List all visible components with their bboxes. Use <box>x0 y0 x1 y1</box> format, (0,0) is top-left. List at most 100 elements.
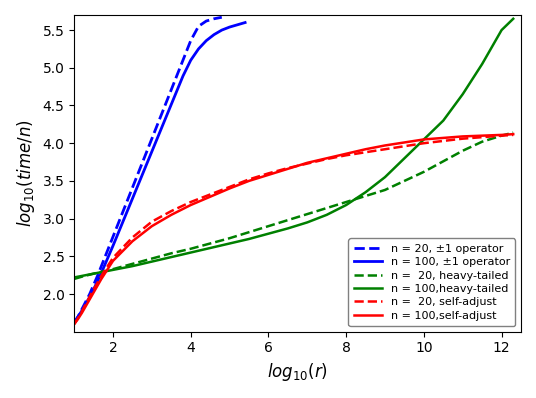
n = 100,heavy-tailed <box>79 273 85 278</box>
n = 20, ±1 operator <box>172 78 178 82</box>
n = 100,self-adjust <box>110 258 116 263</box>
n = 100,heavy-tailed <box>362 190 369 195</box>
n = 100, ±1 operator <box>148 149 155 154</box>
n = 100,self-adjust <box>226 186 233 191</box>
n = 100,heavy-tailed <box>91 271 97 276</box>
n =  20, self-adjust <box>265 171 272 176</box>
n = 20, ±1 operator <box>133 176 139 180</box>
n = 100,heavy-tailed <box>440 118 446 123</box>
n = 100,heavy-tailed <box>421 137 427 142</box>
n = 20, ±1 operator <box>94 273 101 278</box>
n = 100,heavy-tailed <box>324 213 330 217</box>
n = 20, ±1 operator <box>164 97 170 102</box>
n = 20, ±1 operator <box>211 16 217 21</box>
n = 20, ±1 operator <box>141 156 147 161</box>
n = 100, ±1 operator <box>164 111 170 116</box>
n = 100, ±1 operator <box>75 314 81 319</box>
Line: n = 100,heavy-tailed: n = 100,heavy-tailed <box>74 19 513 277</box>
n = 100, ±1 operator <box>180 74 186 78</box>
n = 100,self-adjust <box>304 160 310 165</box>
n = 100,heavy-tailed <box>226 241 233 246</box>
Line: n =  20, heavy-tailed: n = 20, heavy-tailed <box>74 133 513 279</box>
n = 20, ±1 operator <box>125 195 132 200</box>
n =  20, self-adjust <box>324 157 330 162</box>
n =  20, heavy-tailed <box>168 251 175 256</box>
n = 20, ±1 operator <box>180 58 186 62</box>
n = 100,self-adjust <box>510 132 517 137</box>
n = 100,self-adjust <box>498 133 505 137</box>
n =  20, heavy-tailed <box>382 187 388 192</box>
n = 100, ±1 operator <box>125 206 132 211</box>
n = 100, ±1 operator <box>94 279 101 284</box>
n =  20, heavy-tailed <box>459 148 466 153</box>
n = 100, ±1 operator <box>71 320 77 325</box>
n =  20, self-adjust <box>459 136 466 141</box>
n = 20, ±1 operator <box>86 292 93 297</box>
n =  20, heavy-tailed <box>440 159 446 164</box>
n = 100,self-adjust <box>148 224 155 228</box>
n = 100, ±1 operator <box>226 25 233 29</box>
n =  20, self-adjust <box>362 150 369 155</box>
n = 100, ±1 operator <box>242 20 248 25</box>
n = 100, ±1 operator <box>86 295 93 299</box>
n = 100,heavy-tailed <box>168 255 175 259</box>
n = 100, ±1 operator <box>195 47 202 51</box>
n =  20, self-adjust <box>110 256 116 260</box>
n = 100,heavy-tailed <box>129 264 136 269</box>
n =  20, self-adjust <box>343 153 349 158</box>
n = 100,heavy-tailed <box>401 156 408 161</box>
n =  20, self-adjust <box>148 219 155 224</box>
n = 100,self-adjust <box>246 179 252 183</box>
n =  20, heavy-tailed <box>246 230 252 234</box>
n = 100, ±1 operator <box>234 22 241 27</box>
n =  20, heavy-tailed <box>129 261 136 266</box>
n =  20, self-adjust <box>207 192 213 197</box>
n =  20, heavy-tailed <box>71 277 77 281</box>
n = 100,heavy-tailed <box>479 62 486 66</box>
n = 100,self-adjust <box>421 137 427 142</box>
Line: n = 20, ±1 operator: n = 20, ±1 operator <box>74 17 222 323</box>
n =  20, self-adjust <box>91 287 97 292</box>
n =  20, heavy-tailed <box>401 179 408 183</box>
n = 100,heavy-tailed <box>71 275 77 280</box>
n = 100,self-adjust <box>285 166 291 171</box>
n = 20, ±1 operator <box>148 136 155 141</box>
n = 20, ±1 operator <box>188 38 194 43</box>
n = 20, ±1 operator <box>203 19 210 23</box>
n = 20, ±1 operator <box>91 283 97 287</box>
n = 20, ±1 operator <box>195 24 202 29</box>
n = 100,heavy-tailed <box>265 231 272 236</box>
n = 20, ±1 operator <box>157 117 163 121</box>
n = 100,self-adjust <box>265 172 272 177</box>
n = 100, ±1 operator <box>110 243 116 248</box>
Y-axis label: $log_{10}(time/n)$: $log_{10}(time/n)$ <box>15 119 37 227</box>
n = 100, ±1 operator <box>203 38 210 43</box>
n = 100,heavy-tailed <box>207 246 213 250</box>
n =  20, self-adjust <box>285 166 291 170</box>
n = 100,self-adjust <box>75 316 81 321</box>
n =  20, self-adjust <box>98 273 105 278</box>
n = 20, ±1 operator <box>219 15 225 20</box>
n = 100, ±1 operator <box>211 32 217 37</box>
n =  20, self-adjust <box>401 144 408 148</box>
n = 100,heavy-tailed <box>343 203 349 207</box>
n = 20, ±1 operator <box>71 320 77 325</box>
n = 100, ±1 operator <box>98 271 105 275</box>
n = 100,heavy-tailed <box>285 226 291 231</box>
n =  20, heavy-tailed <box>110 267 116 271</box>
n = 100, ±1 operator <box>102 261 108 266</box>
n =  20, heavy-tailed <box>265 224 272 228</box>
n = 20, ±1 operator <box>110 234 116 239</box>
n = 100,self-adjust <box>382 143 388 148</box>
n =  20, heavy-tailed <box>498 133 505 138</box>
n = 20, ±1 operator <box>79 307 85 312</box>
n =  20, heavy-tailed <box>324 206 330 211</box>
n = 20, ±1 operator <box>98 264 105 269</box>
n =  20, heavy-tailed <box>91 271 97 276</box>
n = 100,self-adjust <box>440 136 446 140</box>
n =  20, self-adjust <box>479 135 486 140</box>
n =  20, self-adjust <box>75 316 81 320</box>
n =  20, self-adjust <box>304 161 310 166</box>
n = 100,heavy-tailed <box>110 267 116 272</box>
n =  20, self-adjust <box>246 177 252 182</box>
